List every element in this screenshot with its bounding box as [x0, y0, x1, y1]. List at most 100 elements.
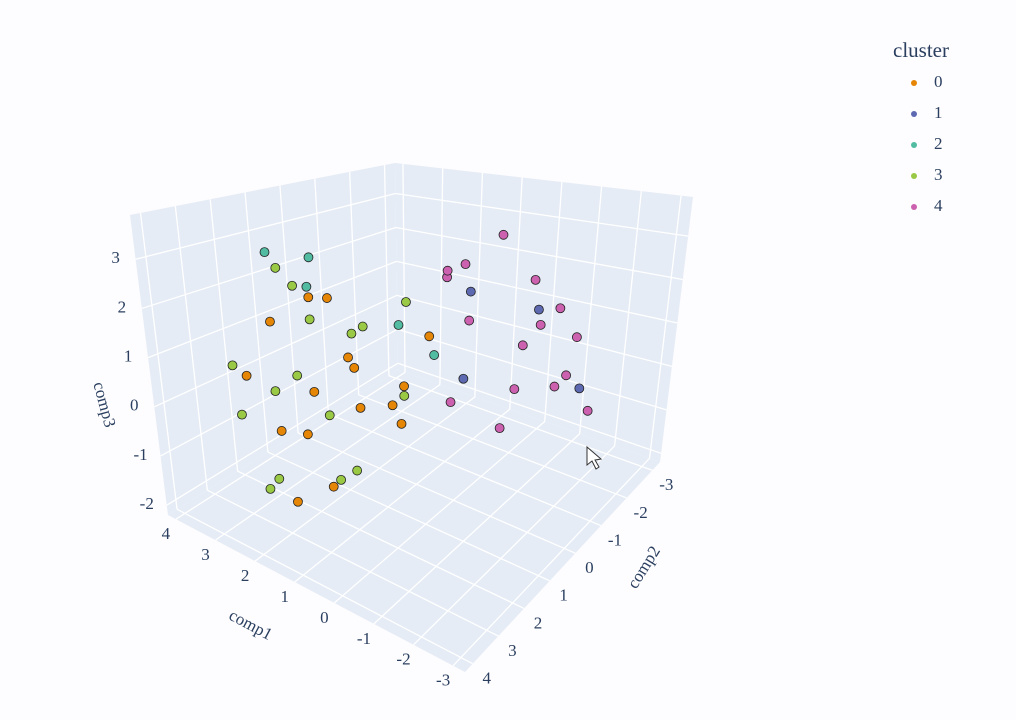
grid-line: [452, 457, 650, 667]
point: [324, 410, 335, 421]
x-tick-label: -1: [357, 629, 371, 648]
point: [401, 297, 411, 307]
point: [265, 316, 275, 327]
point: [336, 474, 346, 485]
z-tick-label: 1: [124, 347, 133, 366]
x-axis-title: comp1: [226, 605, 276, 644]
point: [465, 286, 476, 297]
z-tick-label: 3: [111, 248, 120, 267]
z-tick-label: 0: [130, 396, 139, 415]
grid-line: [297, 432, 576, 554]
grid-line: [139, 212, 178, 510]
legend-label: 0: [934, 72, 943, 91]
point: [265, 483, 276, 494]
grid-line: [395, 192, 689, 237]
point: [287, 280, 297, 291]
point: [301, 281, 312, 292]
grid-line: [397, 362, 662, 454]
point: [304, 314, 315, 325]
grid-line: [413, 445, 616, 646]
y-tick-label: 2: [534, 613, 543, 632]
point: [352, 465, 363, 476]
cursor: [586, 445, 603, 470]
grid-line: [147, 260, 397, 359]
point: [259, 247, 270, 258]
point: [270, 386, 281, 397]
point: [534, 304, 544, 315]
point: [582, 405, 593, 416]
legend-label: 3: [934, 165, 943, 184]
grid-line: [215, 384, 441, 541]
grid-line: [294, 408, 511, 583]
grid-line: [397, 328, 667, 411]
grid-line: [474, 172, 484, 398]
wall-comp1: [130, 163, 398, 515]
legend-marker: [911, 80, 917, 86]
z-tick-label: -2: [140, 494, 154, 513]
x-tick-label: -2: [396, 650, 410, 669]
grid-line: [349, 171, 360, 395]
grid-line: [176, 508, 473, 665]
grid-line: [395, 226, 683, 281]
point: [494, 423, 505, 433]
grid-line: [396, 294, 673, 368]
grid-line: [174, 206, 208, 491]
point: [429, 350, 440, 360]
legend-label: 4: [934, 196, 943, 215]
point: [328, 481, 339, 492]
grid-line: [135, 192, 396, 260]
grid-line: [383, 165, 390, 376]
legend-title: cluster: [893, 38, 949, 62]
grid-line: [207, 489, 499, 637]
z-axis-title: comp3: [89, 380, 119, 430]
point: [237, 409, 247, 420]
point: [292, 370, 303, 381]
legend-marker: [911, 111, 917, 117]
point: [399, 381, 409, 392]
grid-line: [254, 396, 476, 562]
z-tick-label: 2: [118, 297, 127, 316]
grid-line: [579, 186, 603, 434]
y-tick-label: 1: [559, 586, 568, 605]
point: [303, 292, 314, 303]
x-tick-label: 3: [201, 545, 210, 564]
point: [227, 360, 238, 371]
point: [445, 397, 456, 408]
point: [509, 384, 520, 395]
point: [549, 381, 560, 392]
point: [571, 332, 582, 343]
grid-line: [373, 433, 581, 625]
grid-line: [279, 185, 299, 434]
point: [270, 262, 281, 273]
grid-line: [648, 195, 682, 459]
x-tick-label: 1: [280, 587, 289, 606]
point: [293, 496, 303, 507]
y-tick-label: -2: [634, 503, 648, 522]
point: [241, 370, 252, 381]
point: [574, 383, 585, 394]
point: [302, 429, 313, 440]
point: [303, 252, 314, 263]
grid-line: [267, 451, 550, 582]
grid-line: [509, 177, 523, 410]
points: [227, 229, 593, 507]
y-tick-label: -1: [608, 530, 622, 549]
point: [517, 340, 528, 351]
grid-line: [175, 371, 406, 520]
grid-line: [402, 163, 406, 373]
y-tick-label: 4: [482, 669, 491, 688]
point: [561, 370, 571, 381]
x-tick-label: 0: [320, 608, 329, 627]
point: [464, 315, 475, 326]
point: [346, 328, 357, 339]
point: [276, 426, 287, 436]
grid-line: [328, 413, 602, 527]
z-tick-label: -1: [133, 445, 147, 464]
grid-line: [314, 178, 330, 414]
y-tick-label: -3: [659, 475, 673, 494]
grid-line: [544, 181, 563, 422]
point: [396, 418, 407, 429]
x-tick-label: 2: [241, 566, 250, 585]
grid-line: [209, 199, 239, 472]
